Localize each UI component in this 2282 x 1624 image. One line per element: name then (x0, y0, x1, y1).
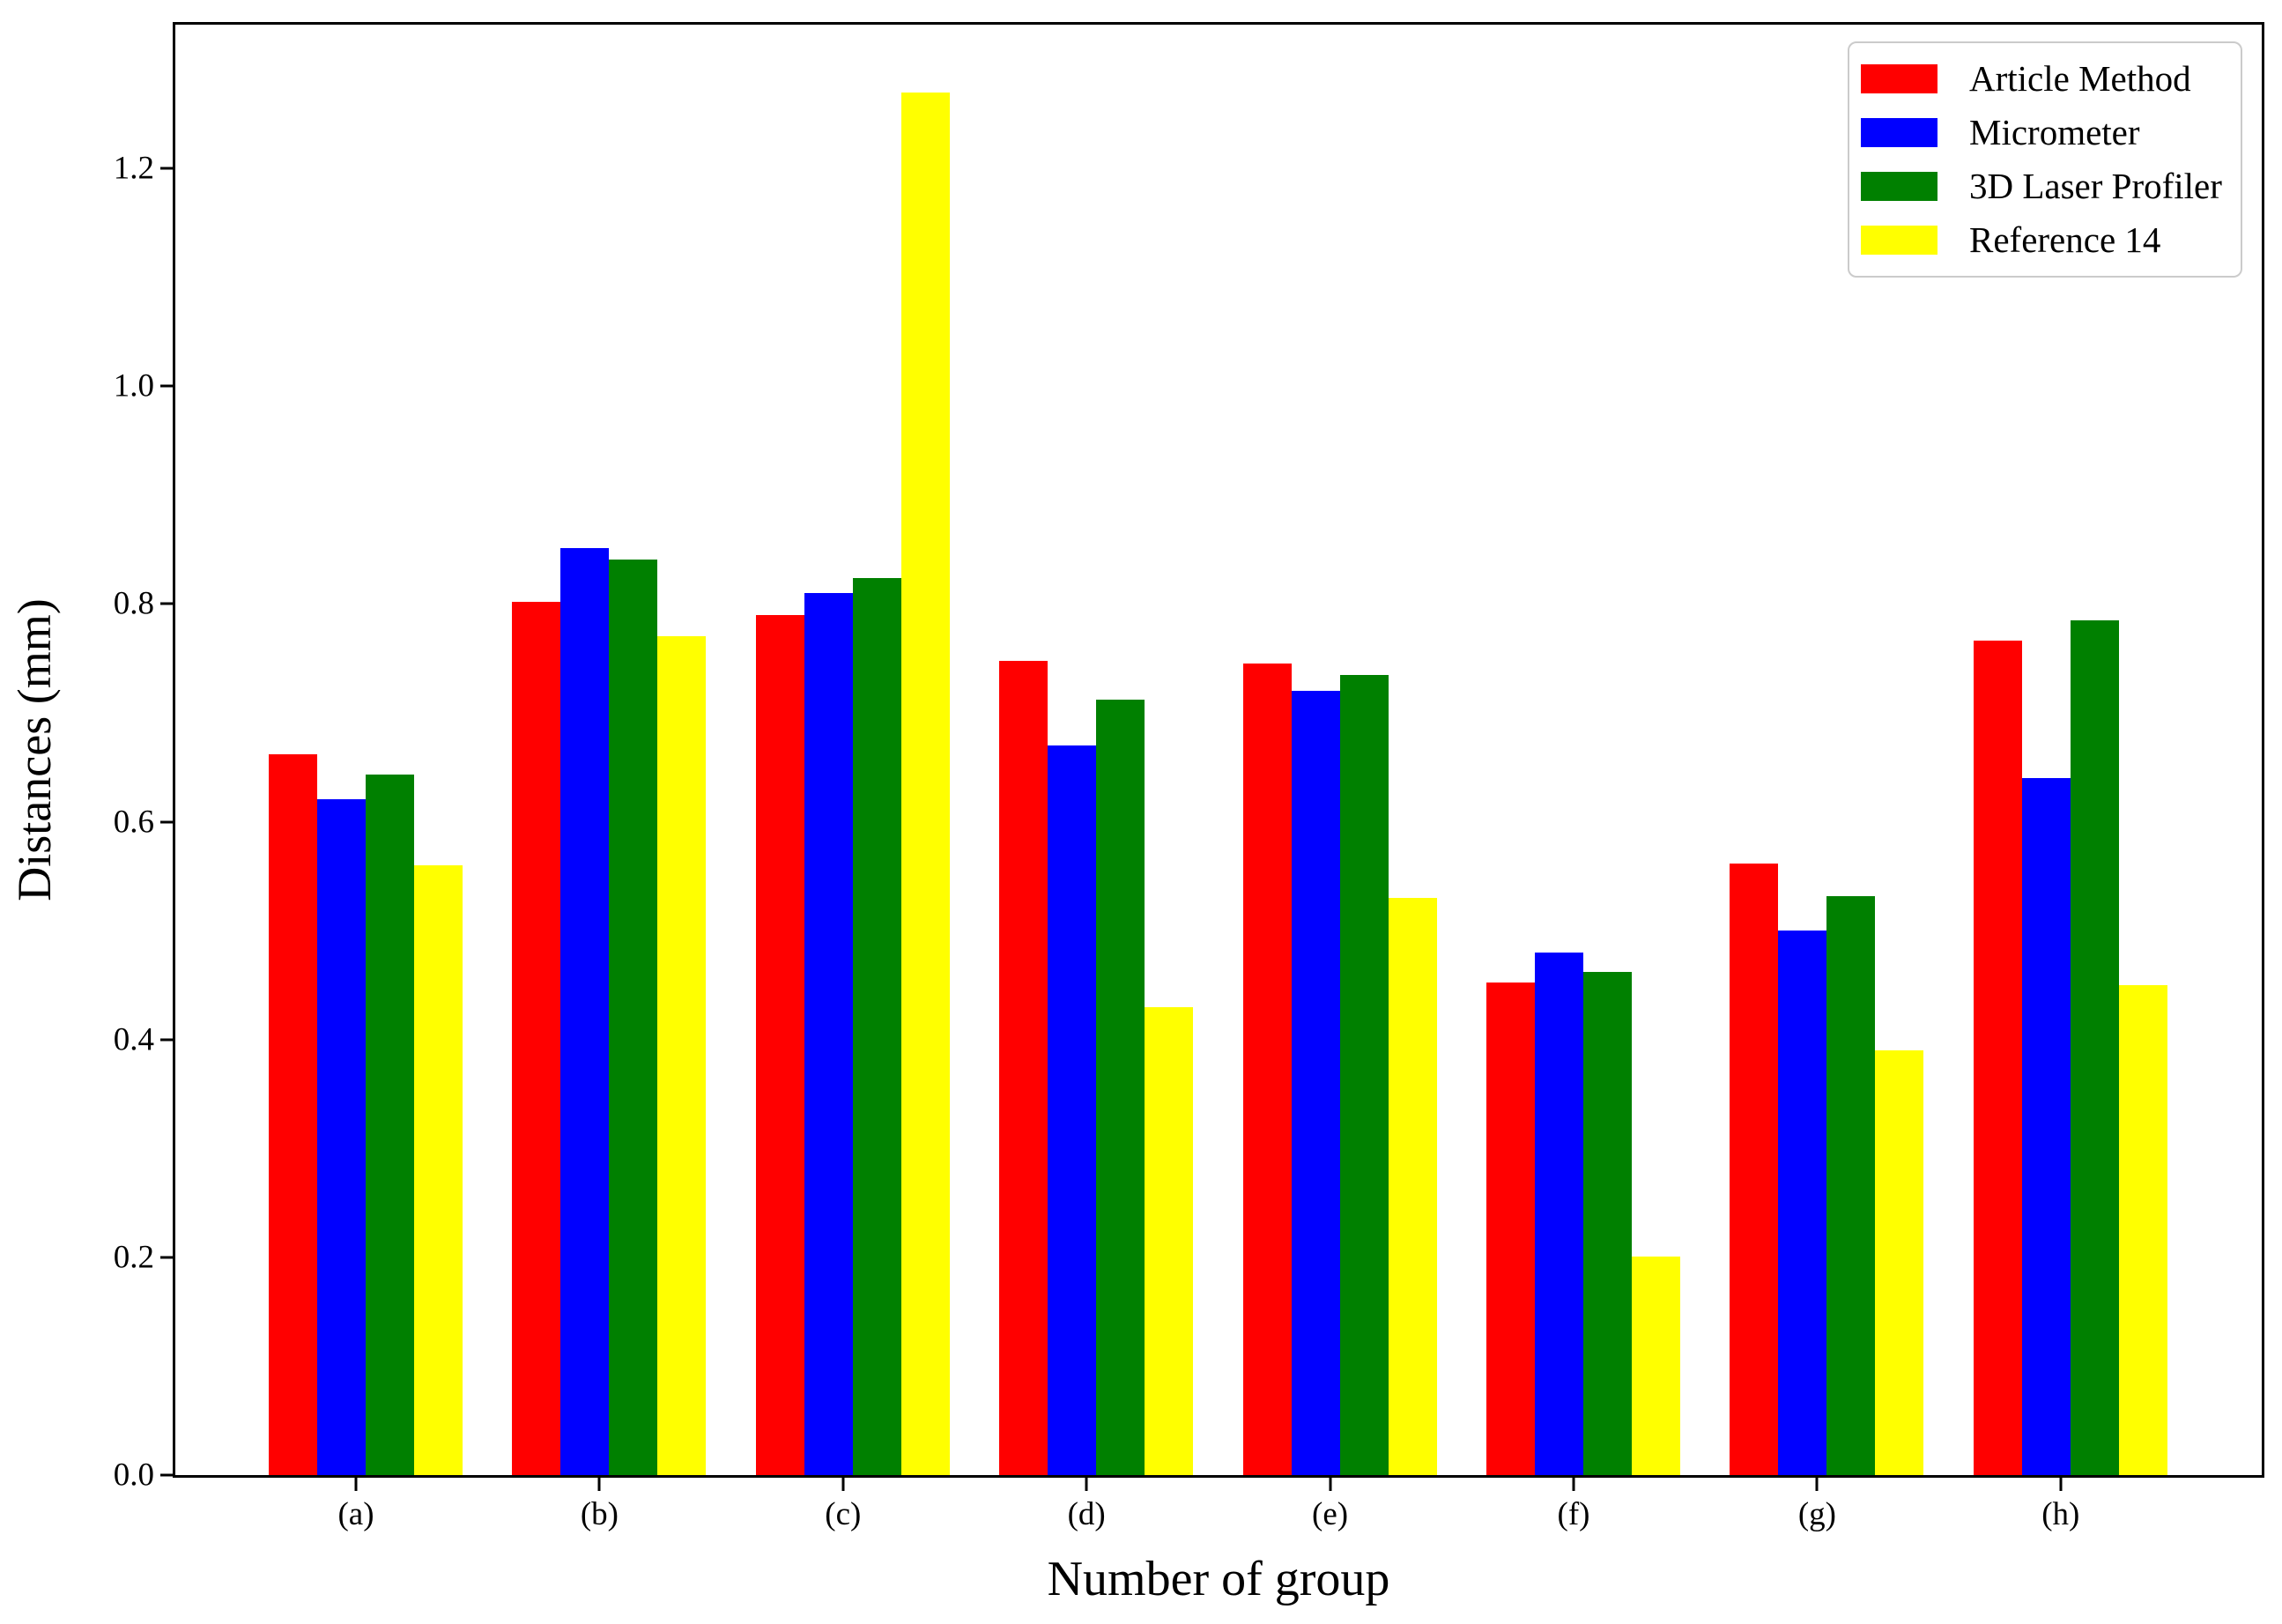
bar-article-method-b (512, 601, 561, 1475)
y-tick-mark (160, 820, 173, 824)
y-tick-mark (160, 1473, 173, 1477)
bar-article-method-h (1973, 641, 2022, 1475)
y-tick-label: 0.0 (113, 1457, 154, 1494)
legend-label: 3D Laser Profiler (1969, 166, 2222, 206)
bar-3d-laser-profiler-e (1339, 674, 1389, 1475)
bar-micrometer-f (1535, 952, 1583, 1475)
x-tick-mark (1085, 1478, 1088, 1491)
bar-article-method-g (1730, 863, 1779, 1475)
bar-reference-14-c (900, 92, 950, 1475)
bar-3d-laser-profiler-a (366, 775, 414, 1475)
x-tick-mark (354, 1478, 358, 1491)
y-tick-label: 0.8 (113, 585, 154, 622)
legend-label: Micrometer (1969, 112, 2140, 152)
x-tick-mark (2059, 1478, 2063, 1491)
legend-item: Micrometer (1861, 110, 2241, 156)
bar-3d-laser-profiler-g (1826, 895, 1876, 1475)
legend: Article Method Micrometer 3D Laser Profi… (1848, 41, 2242, 278)
legend-label: Reference 14 (1969, 219, 2161, 260)
bar-3d-laser-profiler-h (2070, 619, 2119, 1475)
x-tick-label: (g) (1797, 1496, 1836, 1532)
legend-item: Article Method (1861, 56, 2241, 102)
bar-reference-14-e (1388, 898, 1437, 1475)
y-tick-mark (160, 384, 173, 388)
bar-3d-laser-profiler-d (1096, 700, 1145, 1475)
bar-reference-14-f (1632, 1256, 1680, 1475)
bar-reference-14-b (657, 636, 707, 1475)
y-tick-mark (160, 167, 173, 170)
x-axis-title: Number of group (1047, 1552, 1390, 1606)
x-tick-mark (1329, 1478, 1332, 1491)
bar-micrometer-a (317, 798, 366, 1475)
bar-article-method-d (999, 660, 1048, 1475)
bar-article-method-e (1242, 664, 1292, 1475)
bar-article-method-a (269, 753, 317, 1475)
bar-reference-14-d (1145, 1006, 1194, 1475)
x-tick-label: (f) (1557, 1496, 1590, 1532)
legend-swatch-article-method (1861, 64, 1937, 93)
bar-reference-14-a (414, 865, 463, 1475)
bar-article-method-c (755, 614, 804, 1475)
x-tick-label: (d) (1067, 1496, 1106, 1532)
y-tick-mark (160, 1256, 173, 1259)
bar-micrometer-c (804, 593, 853, 1475)
x-tick-mark (1572, 1478, 1575, 1491)
y-tick-label: 1.2 (113, 150, 154, 187)
bar-reference-14-h (2118, 984, 2167, 1475)
bar-micrometer-d (1048, 745, 1097, 1475)
bar-3d-laser-profiler-c (852, 577, 901, 1475)
bar-reference-14-g (1875, 1050, 1924, 1475)
legend-swatch-micrometer (1861, 118, 1937, 147)
legend-swatch-reference-14 (1861, 226, 1937, 255)
x-tick-label: (h) (2041, 1496, 2080, 1532)
legend-label: Article Method (1969, 58, 2191, 99)
x-tick-label: (a) (337, 1496, 374, 1532)
y-tick-mark (160, 1038, 173, 1042)
bar-micrometer-e (1291, 691, 1340, 1475)
y-tick-label: 0.2 (113, 1239, 154, 1276)
x-tick-label: (c) (825, 1496, 862, 1532)
bar-micrometer-g (1778, 931, 1827, 1475)
legend-item: Reference 14 (1861, 218, 2241, 263)
bar-3d-laser-profiler-f (1583, 972, 1632, 1475)
x-tick-mark (597, 1478, 601, 1491)
y-tick-label: 0.6 (113, 804, 154, 841)
bar-micrometer-h (2021, 778, 2071, 1475)
x-tick-label: (b) (580, 1496, 619, 1532)
bar-article-method-f (1486, 983, 1535, 1475)
legend-swatch-3d-laser-profiler (1861, 172, 1937, 201)
x-tick-label: (e) (1312, 1496, 1349, 1532)
y-tick-mark (160, 602, 173, 605)
y-tick-label: 1.0 (113, 367, 154, 404)
bar-3d-laser-profiler-b (609, 559, 658, 1475)
y-axis-title: Distances (mm) (8, 598, 61, 901)
x-tick-mark (841, 1478, 845, 1491)
legend-item: 3D Laser Profiler (1861, 164, 2241, 210)
y-tick-label: 0.4 (113, 1021, 154, 1058)
x-tick-mark (1815, 1478, 1819, 1491)
bar-micrometer-b (560, 548, 610, 1475)
